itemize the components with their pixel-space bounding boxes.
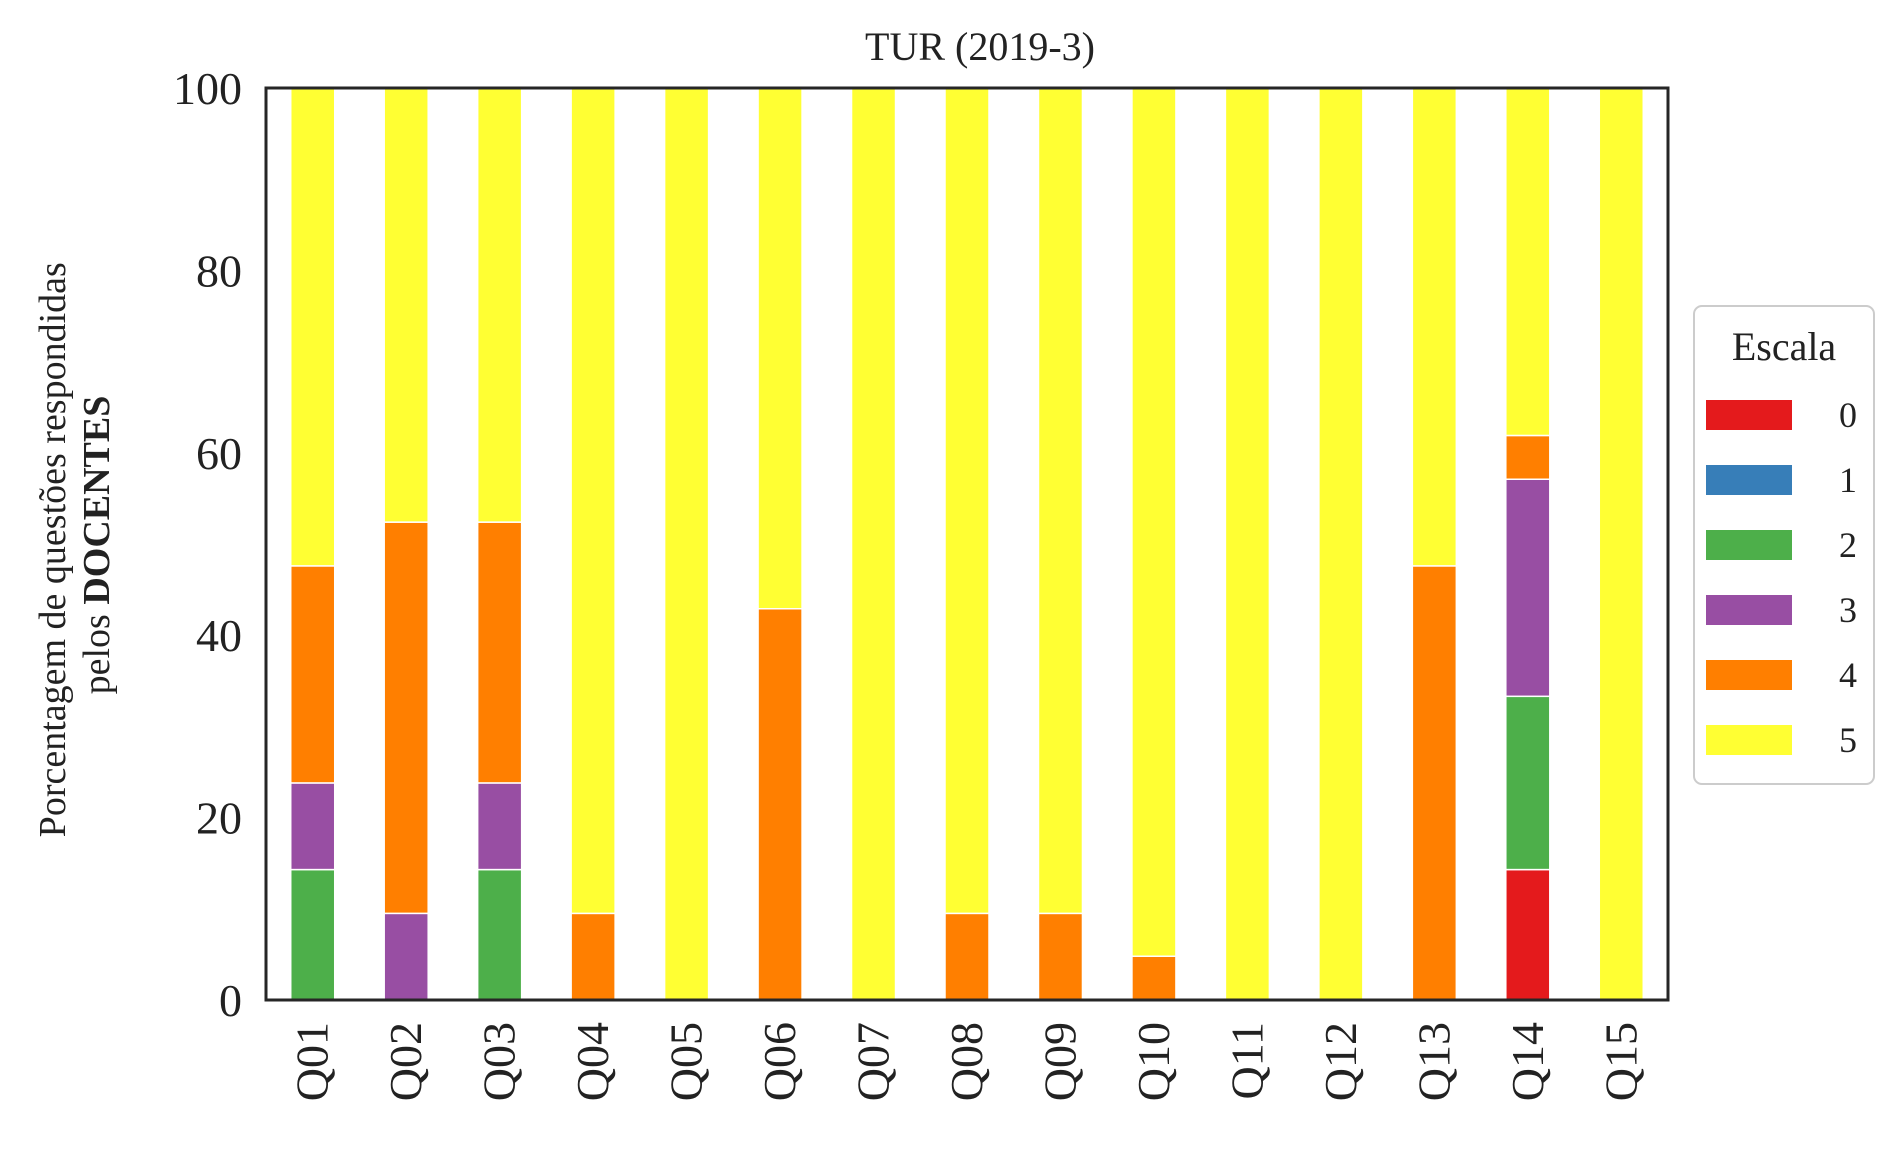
bar-Q03-scale-4 (476, 521, 523, 784)
bar-Q03-scale-3 (476, 782, 523, 871)
y-axis-label: Porcentagem de questões respondidas pelo… (32, 253, 118, 838)
y-axis-label-line1: Porcentagem de questões respondidas (32, 262, 74, 837)
y-axis-label-line2: pelos DOCENTES (76, 396, 118, 695)
bar-Q04-scale-5 (570, 87, 616, 915)
y-tick-label: 60 (196, 428, 242, 479)
y-tick-label: 80 (196, 245, 242, 296)
bar-Q15-scale-5 (1598, 87, 1645, 1001)
bar-Q02-scale-5 (383, 87, 429, 523)
legend-label-1: 1 (1839, 460, 1857, 500)
bar-Q14-scale-3 (1505, 478, 1551, 698)
legend-label-2: 2 (1839, 525, 1857, 565)
bar-Q14-scale-0 (1505, 868, 1551, 1001)
bar-Q08-scale-4 (944, 912, 990, 1001)
x-axis-ticks: Q01 Q02 Q03 Q04 Q05 Q06 Q07 Q08 Q09 Q10 Q11 Q12 Q13 Q… (287, 1022, 1647, 1101)
bar-Q13-scale-4 (1411, 565, 1458, 1001)
legend-label-0: 0 (1839, 395, 1857, 435)
legend-title: Escala (1732, 324, 1837, 369)
x-tick-label: Q13 (1408, 1022, 1459, 1101)
y-axis-ticks: 0 20 40 60 80 100 (173, 63, 242, 1026)
bar-Q03-scale-2 (476, 868, 523, 1001)
legend-swatch-0 (1706, 400, 1792, 430)
bars-group (289, 87, 1645, 1001)
legend-items: 0 1 2 3 4 5 (1706, 395, 1857, 760)
bar-Q07-scale-5 (850, 87, 897, 1001)
plot-frame (264, 86, 1670, 1002)
y-tick-label: 100 (173, 63, 242, 114)
x-tick-label: Q15 (1595, 1022, 1646, 1101)
x-tick-label: Q11 (1221, 1022, 1272, 1100)
bar-Q06-scale-4 (757, 608, 803, 1001)
bar-Q01-scale-3 (289, 782, 336, 871)
x-tick-label: Q03 (474, 1022, 525, 1101)
bar-Q08-scale-5 (944, 87, 990, 915)
bar-Q06-scale-5 (757, 87, 803, 610)
x-tick-label: Q10 (1128, 1022, 1179, 1101)
bar-Q10-scale-4 (1131, 955, 1177, 1001)
bar-Q02-scale-4 (383, 521, 429, 915)
bar-Q14-scale-4 (1505, 434, 1551, 480)
bar-Q01-scale-5 (289, 87, 336, 567)
x-tick-label: Q14 (1502, 1022, 1553, 1101)
bar-Q09-scale-5 (1037, 87, 1084, 915)
bar-Q01-scale-2 (289, 868, 336, 1001)
bar-Q09-scale-4 (1037, 912, 1084, 1001)
y-tick-label: 40 (196, 610, 242, 661)
legend-label-4: 4 (1839, 655, 1857, 695)
bar-Q05-scale-5 (663, 87, 710, 1001)
legend: Escala 0 1 2 3 4 5 (1693, 305, 1875, 785)
legend-swatch-5 (1706, 725, 1792, 755)
x-tick-label: Q01 (287, 1022, 338, 1101)
legend-label-5: 5 (1839, 720, 1857, 760)
x-tick-label: Q04 (567, 1022, 618, 1101)
y-tick-label: 0 (219, 975, 242, 1026)
bar-Q14-scale-2 (1505, 695, 1551, 871)
bar-Q13-scale-5 (1411, 87, 1458, 567)
bar-Q03-scale-5 (476, 87, 523, 523)
x-tick-label: Q02 (380, 1022, 431, 1101)
legend-swatch-2 (1706, 530, 1792, 560)
bar-Q11-scale-5 (1224, 87, 1271, 1001)
bar-Q04-scale-4 (570, 912, 616, 1001)
x-tick-label: Q05 (661, 1022, 712, 1101)
x-tick-label: Q08 (941, 1022, 992, 1101)
bar-Q12-scale-5 (1318, 87, 1364, 1001)
chart-title: TUR (2019-3) (865, 24, 1095, 69)
x-tick-label: Q12 (1315, 1022, 1366, 1101)
legend-label-3: 3 (1839, 590, 1857, 630)
y-axis-label-bold: DOCENTES (76, 396, 118, 605)
bar-Q10-scale-5 (1131, 87, 1177, 957)
legend-swatch-3 (1706, 595, 1792, 625)
bar-Q14-scale-5 (1505, 87, 1551, 437)
legend-swatch-4 (1706, 660, 1792, 690)
legend-swatch-1 (1706, 465, 1792, 495)
y-tick-label: 20 (196, 793, 242, 844)
x-tick-label: Q07 (848, 1022, 899, 1101)
x-tick-label: Q06 (754, 1022, 805, 1101)
bar-Q01-scale-4 (289, 565, 336, 784)
y-axis-label-prefix: pelos (76, 605, 118, 695)
bar-Q02-scale-3 (383, 912, 429, 1001)
x-tick-label: Q09 (1034, 1022, 1085, 1101)
